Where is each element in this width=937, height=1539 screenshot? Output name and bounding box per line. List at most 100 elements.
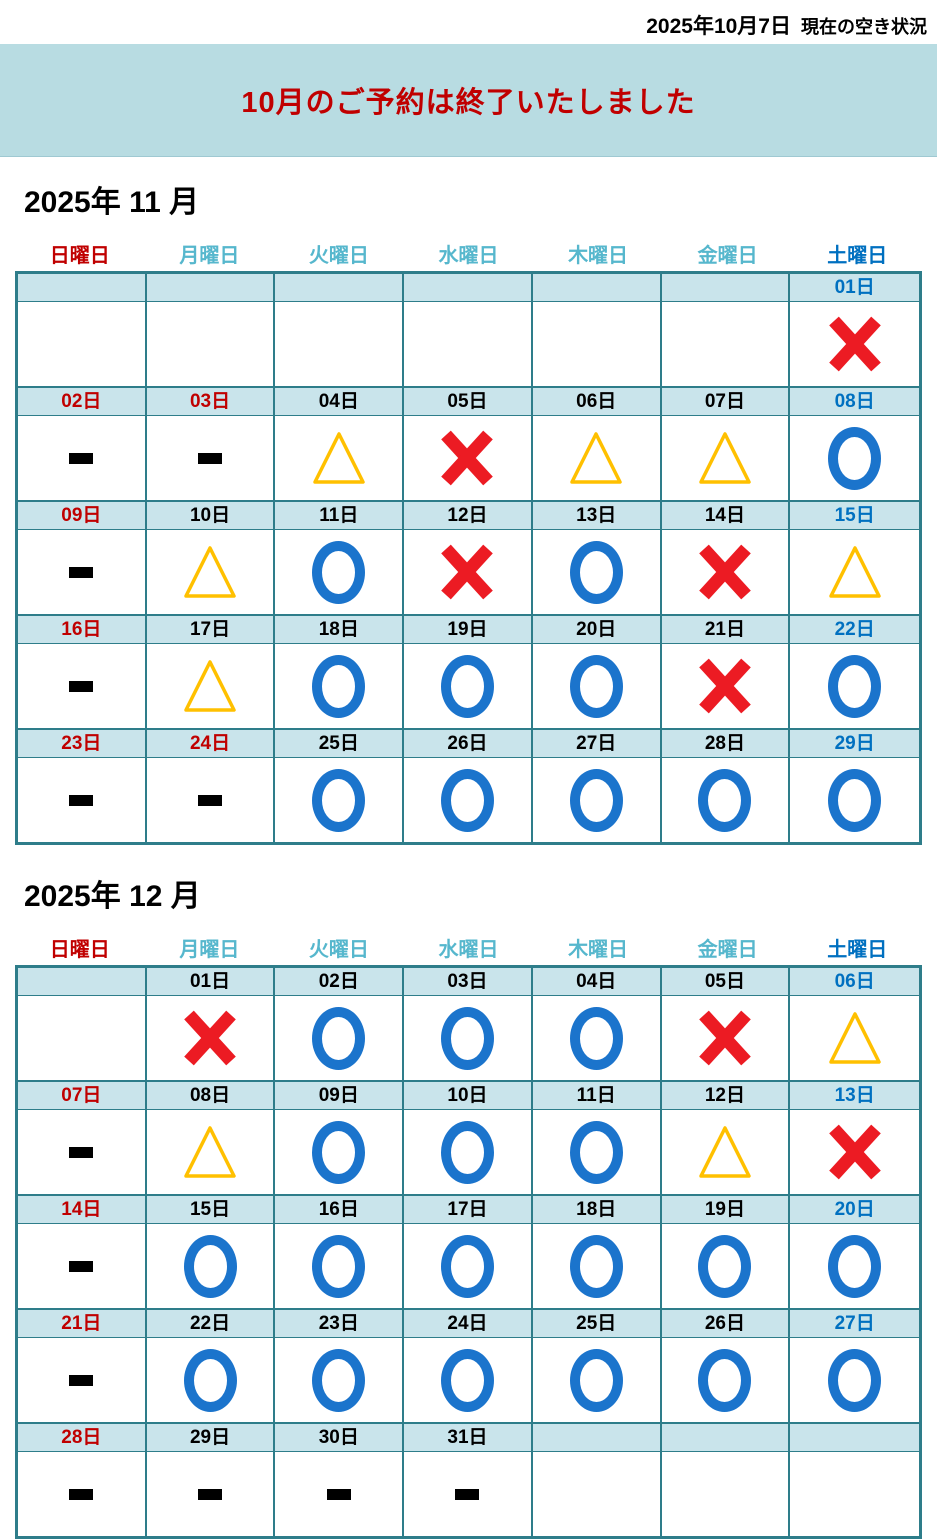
status-cell[interactable] [790, 1338, 919, 1422]
cross-icon [184, 1010, 236, 1066]
status-cell[interactable] [275, 1338, 405, 1422]
status-cell[interactable] [147, 1224, 276, 1308]
status-cell[interactable] [404, 758, 533, 842]
status-cell[interactable] [790, 1224, 919, 1308]
status-cell[interactable] [533, 416, 662, 500]
date-cell: 28日 [662, 730, 791, 757]
status-cell[interactable] [147, 530, 276, 614]
date-cell: 17日 [404, 1196, 533, 1223]
status-cell[interactable] [790, 416, 919, 500]
status-cell [18, 1338, 147, 1422]
date-cell [790, 1424, 919, 1451]
status-cell[interactable] [533, 530, 662, 614]
cross-icon [828, 1124, 881, 1180]
status-cell[interactable] [404, 1224, 533, 1308]
status-cell [18, 1110, 147, 1194]
date-cell: 16日 [275, 1196, 405, 1223]
day-header-wd: 火曜日 [308, 245, 369, 267]
status-cell[interactable] [147, 644, 276, 728]
circle-icon [569, 1120, 623, 1184]
status-cell[interactable] [790, 302, 919, 386]
status-cell [18, 644, 147, 728]
status-cell [18, 416, 147, 500]
status-cell[interactable] [790, 758, 919, 842]
dash-icon [198, 1488, 223, 1500]
status-row [18, 302, 919, 386]
date-cell: 26日 [662, 1310, 791, 1337]
day-header-sun: 日曜日 [49, 245, 110, 267]
date-band-row: 07日 08日 09日 10日 11日 12日 13日 [18, 1080, 919, 1110]
triangle-icon [699, 1126, 751, 1178]
date-cell: 03日 [404, 968, 533, 995]
date-cell: 01日 [834, 277, 875, 298]
circle-icon [569, 1234, 623, 1298]
status-cell[interactable] [662, 416, 791, 500]
status-cell[interactable] [404, 1110, 533, 1194]
status-cell[interactable] [275, 1110, 405, 1194]
date-cell [275, 274, 405, 301]
triangle-icon [699, 432, 751, 484]
date-cell: 15日 [147, 1196, 276, 1223]
status-cell[interactable] [662, 1224, 791, 1308]
status-cell[interactable] [404, 644, 533, 728]
dash-icon [69, 1146, 94, 1158]
status-cell[interactable] [662, 1110, 791, 1194]
date-cell: 17日 [147, 616, 276, 643]
status-cell[interactable] [404, 996, 533, 1080]
status-row [18, 416, 919, 500]
status-cell[interactable] [275, 530, 405, 614]
status-cell[interactable] [533, 644, 662, 728]
status-cell[interactable] [404, 530, 533, 614]
status-cell[interactable] [275, 758, 405, 842]
triangle-icon [184, 546, 236, 598]
status-cell[interactable] [790, 644, 919, 728]
status-cell[interactable] [533, 758, 662, 842]
status-cell[interactable] [662, 530, 791, 614]
status-cell[interactable] [533, 1224, 662, 1308]
date-cell: 28日 [18, 1424, 147, 1451]
status-cell[interactable] [147, 996, 276, 1080]
circle-icon [569, 768, 623, 832]
month-title-december: 2025年 12 月 [24, 880, 201, 913]
circle-icon [698, 768, 752, 832]
date-cell: 29日 [834, 733, 875, 754]
date-cell: 02日 [18, 388, 147, 415]
circle-icon [312, 768, 366, 832]
status-cell[interactable] [662, 758, 791, 842]
dash-icon [69, 566, 94, 578]
status-cell[interactable] [790, 530, 919, 614]
circle-icon [828, 426, 882, 490]
status-cell[interactable] [662, 644, 791, 728]
circle-icon [183, 1234, 237, 1298]
dash-icon [69, 1260, 94, 1272]
dash-icon [69, 1374, 94, 1386]
circle-icon [440, 1348, 494, 1412]
date-cell: 03日 [147, 388, 276, 415]
status-cell[interactable] [790, 1110, 919, 1194]
status-cell[interactable] [404, 1338, 533, 1422]
date-band-row: 14日 15日 16日 17日 18日 19日 20日 [18, 1194, 919, 1224]
status-cell[interactable] [662, 996, 791, 1080]
circle-icon [312, 1348, 366, 1412]
november-calendar: 日曜日 月曜日 火曜日 水曜日 木曜日 金曜日 土曜日 01日 02日 03日 04日 05日 06日… [15, 239, 922, 845]
status-cell[interactable] [147, 1338, 276, 1422]
date-cell: 08日 [147, 1082, 276, 1109]
status-cell[interactable] [533, 1110, 662, 1194]
day-header-wd: 金曜日 [697, 245, 758, 267]
circle-icon [440, 1234, 494, 1298]
status-cell[interactable] [147, 1110, 276, 1194]
status-cell[interactable] [790, 996, 919, 1080]
status-cell[interactable] [533, 1338, 662, 1422]
status-cell[interactable] [662, 1338, 791, 1422]
date-cell: 26日 [404, 730, 533, 757]
cross-icon [699, 544, 751, 600]
status-cell[interactable] [275, 1224, 405, 1308]
status-cell[interactable] [275, 416, 405, 500]
status-cell[interactable] [275, 996, 405, 1080]
status-cell[interactable] [533, 996, 662, 1080]
status-cell[interactable] [275, 644, 405, 728]
status-cell[interactable] [404, 416, 533, 500]
status-cell [275, 302, 405, 386]
date-cell: 06日 [533, 388, 662, 415]
date-cell: 15日 [834, 505, 875, 526]
